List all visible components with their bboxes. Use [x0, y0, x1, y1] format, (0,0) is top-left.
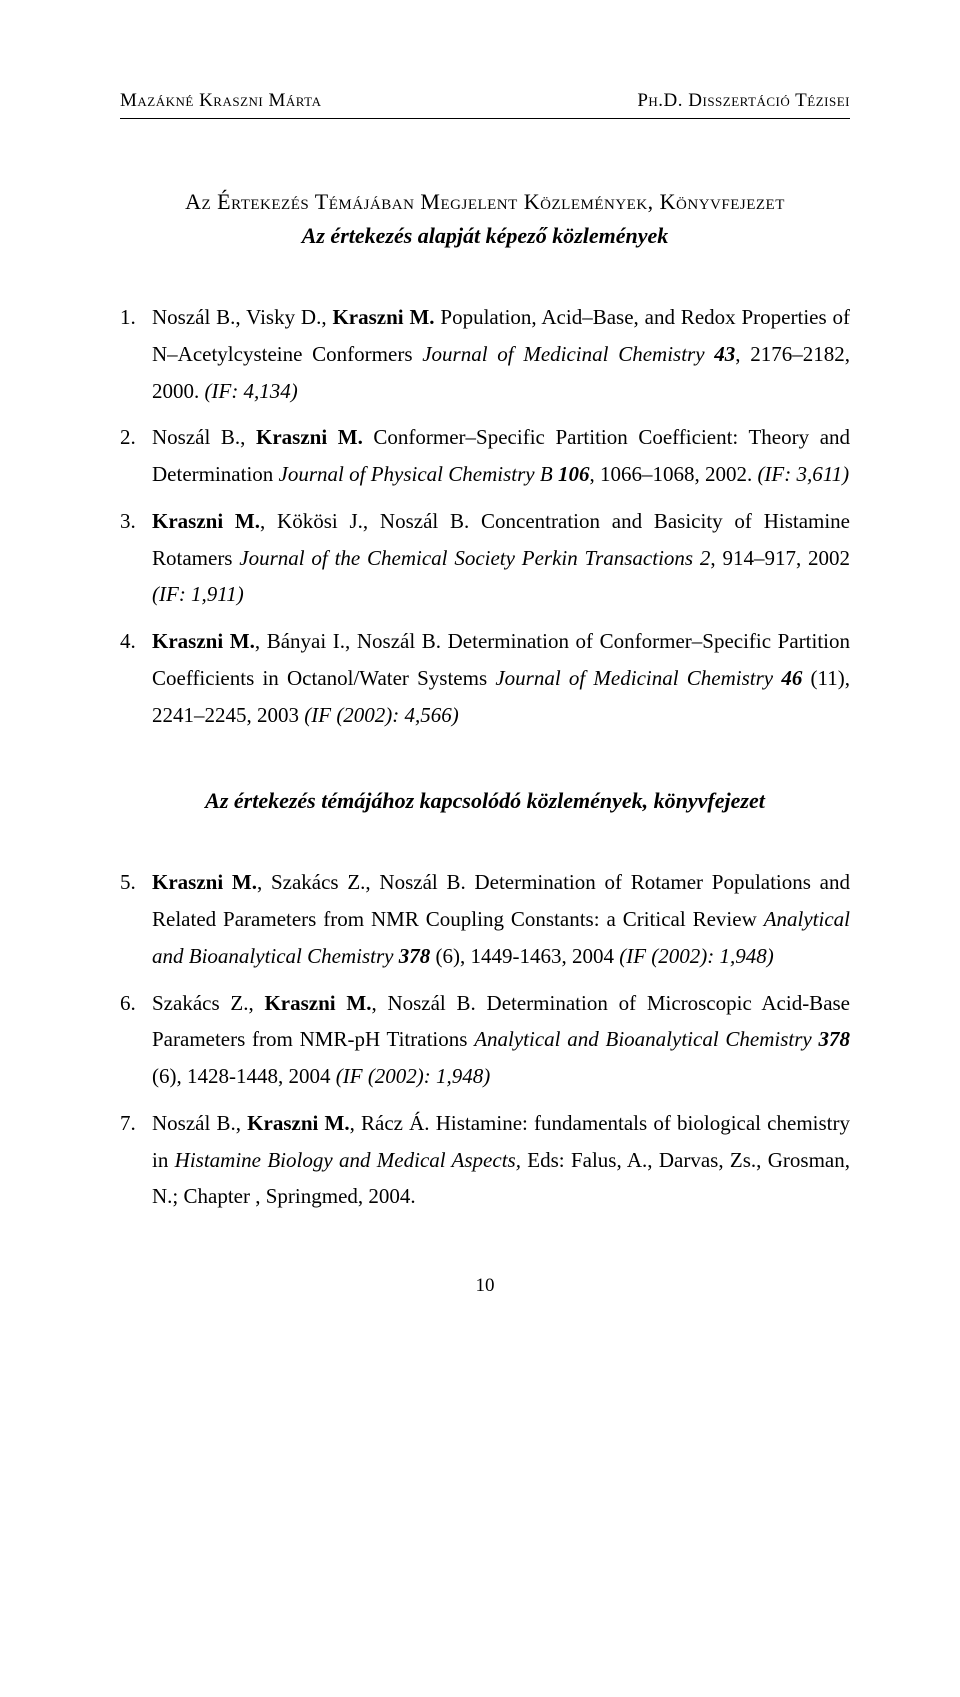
ref-author-bold: Kraszni M. [332, 305, 434, 329]
header-author: Mazákné Kraszni Márta [120, 90, 321, 112]
ref-pages: , 914–917, 2002 [710, 546, 850, 570]
ref-if: (IF: 4,134) [205, 379, 298, 403]
ref-if: (IF (2002): 1,948) [336, 1064, 491, 1088]
reference-item: Szakács Z., Kraszni M., Noszál B. Determ… [120, 985, 850, 1095]
ref-if: (IF: 3,611) [757, 462, 849, 486]
page-number: 10 [120, 1275, 850, 1297]
ref-pages: , 1066–1068, 2002. [589, 462, 757, 486]
ref-volume: 46 [781, 666, 802, 690]
ref-authors: Noszál B., Visky D., [152, 305, 332, 329]
ref-author-bold: Kraszni M. [264, 991, 371, 1015]
ref-authors: Szakács Z., [152, 991, 264, 1015]
ref-if: (IF: 1,911) [152, 582, 244, 606]
ref-authors: Noszál B., [152, 425, 256, 449]
running-header: Mazákné Kraszni Márta Ph.D. Disszertáció… [120, 90, 850, 112]
ref-journal: Histamine Biology and Medical Aspects, [175, 1148, 521, 1172]
ref-volume: 378 [819, 1027, 851, 1051]
ref-journal: Journal of the Chemical Society Perkin T… [239, 546, 710, 570]
ref-author-bold: Kraszni M. [256, 425, 363, 449]
reference-item: Noszál B., Visky D., Kraszni M. Populati… [120, 299, 850, 409]
section-title: Az Értekezés Témájában Megjelent Közlemé… [120, 189, 850, 215]
reference-item: Kraszni M., Szakács Z., Noszál B. Determ… [120, 864, 850, 974]
reference-item: Noszál B., Kraszni M. Conformer–Specific… [120, 419, 850, 493]
reference-item: Kraszni M., Bányai I., Noszál B. Determi… [120, 623, 850, 733]
ref-authors-post: , Rácz Á. [350, 1111, 430, 1135]
ref-if: (IF (2002): 4,566) [304, 703, 459, 727]
section-subtitle: Az értekezés alapját képező közlemények [120, 223, 850, 249]
header-doc-type: Ph.D. Disszertáció Tézisei [637, 90, 850, 112]
ref-journal: Journal of Medicinal Chemistry [422, 342, 714, 366]
ref-authors: , Bányai I., Noszál B. [255, 629, 441, 653]
ref-author-bold: Kraszni M. [152, 629, 255, 653]
section-subtitle-2: Az értekezés témájához kapcsolódó közlem… [120, 788, 850, 814]
page-container: Mazákné Kraszni Márta Ph.D. Disszertáció… [0, 0, 960, 1357]
ref-journal: Analytical and Bioanalytical Chemistry [474, 1027, 818, 1051]
ref-authors: Noszál B., [152, 1111, 247, 1135]
ref-volume: 106 [558, 462, 590, 486]
ref-authors: , Szakács Z., Noszál B. [257, 870, 466, 894]
ref-pages: , 1449-1463, 2004 [460, 944, 619, 968]
ref-author-bold: Kraszni M. [152, 870, 257, 894]
reference-list-2: Kraszni M., Szakács Z., Noszál B. Determ… [120, 864, 850, 1215]
ref-issue: (11) [802, 666, 844, 690]
ref-issue: (6) [152, 1064, 177, 1088]
ref-authors: , Kökösi J., Noszál B. [260, 509, 469, 533]
reference-list-1: Noszál B., Visky D., Kraszni M. Populati… [120, 299, 850, 733]
ref-author-bold: Kraszni M. [152, 509, 260, 533]
ref-journal: Journal of Medicinal Chemistry [495, 666, 781, 690]
ref-author-bold: Kraszni M. [247, 1111, 349, 1135]
reference-item: Noszál B., Kraszni M., Rácz Á. Histamine… [120, 1105, 850, 1215]
ref-journal: Journal of Physical Chemistry B [279, 462, 558, 486]
reference-item: Kraszni M., Kökösi J., Noszál B. Concent… [120, 503, 850, 613]
header-rule [120, 118, 850, 119]
ref-pages: , 1428-1448, 2004 [177, 1064, 336, 1088]
ref-issue: (6) [430, 944, 460, 968]
ref-if: (IF (2002): 1,948) [619, 944, 774, 968]
ref-volume: 43 [714, 342, 735, 366]
ref-volume: 378 [399, 944, 431, 968]
ref-authors-post: , Noszál B. [371, 991, 475, 1015]
